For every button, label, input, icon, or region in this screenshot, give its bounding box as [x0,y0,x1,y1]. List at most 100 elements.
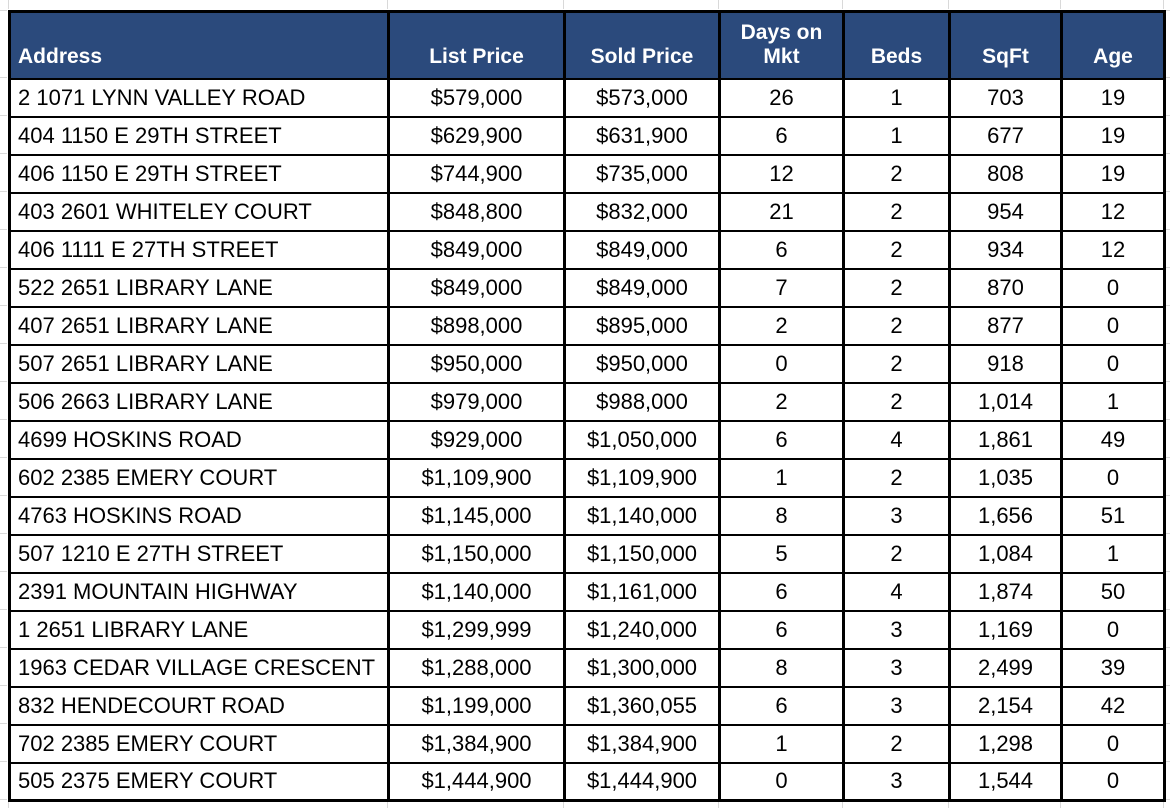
cell-age[interactable]: 12 [1060,191,1166,232]
cell-beds[interactable]: 2 [842,153,951,194]
cell-list-price[interactable]: $950,000 [387,343,566,384]
cell-list-price[interactable]: $1,199,000 [387,685,566,726]
cell-age[interactable]: 19 [1060,153,1166,194]
cell-list-price[interactable]: $979,000 [387,381,566,422]
cell-sqft[interactable]: 1,084 [948,533,1063,574]
column-header-address[interactable]: Address [8,10,390,80]
cell-beds[interactable]: 2 [842,533,951,574]
cell-beds[interactable]: 1 [842,77,951,118]
cell-sqft[interactable]: 1,656 [948,495,1063,536]
cell-sold-price[interactable]: $1,360,055 [563,685,721,726]
cell-list-price[interactable]: $849,000 [387,267,566,308]
cell-age[interactable]: 50 [1060,571,1166,612]
cell-age[interactable]: 0 [1060,761,1166,802]
cell-beds[interactable]: 2 [842,191,951,232]
cell-sqft[interactable]: 954 [948,191,1063,232]
cell-sold-price[interactable]: $631,900 [563,115,721,156]
cell-sqft[interactable]: 870 [948,267,1063,308]
cell-beds[interactable]: 2 [842,305,951,346]
cell-sold-price[interactable]: $1,240,000 [563,609,721,650]
cell-address[interactable]: 602 2385 EMERY COURT [8,457,390,498]
cell-list-price[interactable]: $1,299,999 [387,609,566,650]
cell-address[interactable]: 1963 CEDAR VILLAGE CRESCENT [8,647,390,688]
cell-days-on-mkt[interactable]: 8 [718,495,845,536]
cell-list-price[interactable]: $1,109,900 [387,457,566,498]
cell-sold-price[interactable]: $832,000 [563,191,721,232]
cell-age[interactable]: 51 [1060,495,1166,536]
cell-sold-price[interactable]: $1,150,000 [563,533,721,574]
cell-list-price[interactable]: $579,000 [387,77,566,118]
cell-list-price[interactable]: $629,900 [387,115,566,156]
cell-days-on-mkt[interactable]: 26 [718,77,845,118]
cell-address[interactable]: 522 2651 LIBRARY LANE [8,267,390,308]
cell-age[interactable]: 12 [1060,229,1166,270]
cell-age[interactable]: 1 [1060,381,1166,422]
cell-sqft[interactable]: 1,298 [948,723,1063,764]
cell-sold-price[interactable]: $1,140,000 [563,495,721,536]
cell-sqft[interactable]: 703 [948,77,1063,118]
cell-list-price[interactable]: $1,145,000 [387,495,566,536]
cell-days-on-mkt[interactable]: 0 [718,343,845,384]
cell-sold-price[interactable]: $1,300,000 [563,647,721,688]
cell-sold-price[interactable]: $1,161,000 [563,571,721,612]
cell-days-on-mkt[interactable]: 6 [718,571,845,612]
cell-beds[interactable]: 3 [842,685,951,726]
cell-age[interactable]: 1 [1060,533,1166,574]
cell-beds[interactable]: 3 [842,609,951,650]
cell-age[interactable]: 19 [1060,115,1166,156]
cell-sqft[interactable]: 1,035 [948,457,1063,498]
cell-age[interactable]: 0 [1060,305,1166,346]
cell-age[interactable]: 0 [1060,723,1166,764]
cell-days-on-mkt[interactable]: 8 [718,647,845,688]
cell-sqft[interactable]: 808 [948,153,1063,194]
cell-days-on-mkt[interactable]: 2 [718,381,845,422]
cell-sqft[interactable]: 2,499 [948,647,1063,688]
cell-address[interactable]: 507 2651 LIBRARY LANE [8,343,390,384]
cell-age[interactable]: 0 [1060,457,1166,498]
cell-sold-price[interactable]: $849,000 [563,267,721,308]
cell-address[interactable]: 406 1111 E 27TH STREET [8,229,390,270]
cell-address[interactable]: 506 2663 LIBRARY LANE [8,381,390,422]
cell-sqft[interactable]: 2,154 [948,685,1063,726]
cell-sold-price[interactable]: $988,000 [563,381,721,422]
cell-address[interactable]: 4699 HOSKINS ROAD [8,419,390,460]
cell-address[interactable]: 407 2651 LIBRARY LANE [8,305,390,346]
column-header-list-price[interactable]: List Price [387,10,566,80]
cell-age[interactable]: 42 [1060,685,1166,726]
cell-address[interactable]: 2 1071 LYNN VALLEY ROAD [8,77,390,118]
cell-days-on-mkt[interactable]: 7 [718,267,845,308]
cell-days-on-mkt[interactable]: 5 [718,533,845,574]
cell-days-on-mkt[interactable]: 2 [718,305,845,346]
cell-days-on-mkt[interactable]: 6 [718,609,845,650]
column-header-age[interactable]: Age [1060,10,1166,80]
cell-age[interactable]: 0 [1060,343,1166,384]
column-header-days-on-mkt[interactable]: Days on Mkt [718,10,845,80]
cell-beds[interactable]: 2 [842,381,951,422]
cell-list-price[interactable]: $898,000 [387,305,566,346]
cell-days-on-mkt[interactable]: 6 [718,685,845,726]
cell-sold-price[interactable]: $895,000 [563,305,721,346]
cell-address[interactable]: 832 HENDECOURT ROAD [8,685,390,726]
cell-list-price[interactable]: $1,150,000 [387,533,566,574]
cell-age[interactable]: 19 [1060,77,1166,118]
cell-age[interactable]: 49 [1060,419,1166,460]
cell-days-on-mkt[interactable]: 0 [718,761,845,802]
cell-beds[interactable]: 4 [842,419,951,460]
cell-beds[interactable]: 2 [842,723,951,764]
cell-sqft[interactable]: 1,544 [948,761,1063,802]
cell-list-price[interactable]: $1,288,000 [387,647,566,688]
cell-address[interactable]: 507 1210 E 27TH STREET [8,533,390,574]
cell-days-on-mkt[interactable]: 12 [718,153,845,194]
cell-beds[interactable]: 2 [842,229,951,270]
cell-beds[interactable]: 2 [842,343,951,384]
cell-age[interactable]: 0 [1060,267,1166,308]
cell-days-on-mkt[interactable]: 6 [718,229,845,270]
cell-sqft[interactable]: 677 [948,115,1063,156]
cell-address[interactable]: 505 2375 EMERY COURT [8,761,390,802]
cell-sold-price[interactable]: $1,384,900 [563,723,721,764]
cell-address[interactable]: 403 2601 WHITELEY COURT [8,191,390,232]
cell-address[interactable]: 1 2651 LIBRARY LANE [8,609,390,650]
cell-beds[interactable]: 2 [842,267,951,308]
column-header-sqft[interactable]: SqFt [948,10,1063,80]
cell-list-price[interactable]: $929,000 [387,419,566,460]
